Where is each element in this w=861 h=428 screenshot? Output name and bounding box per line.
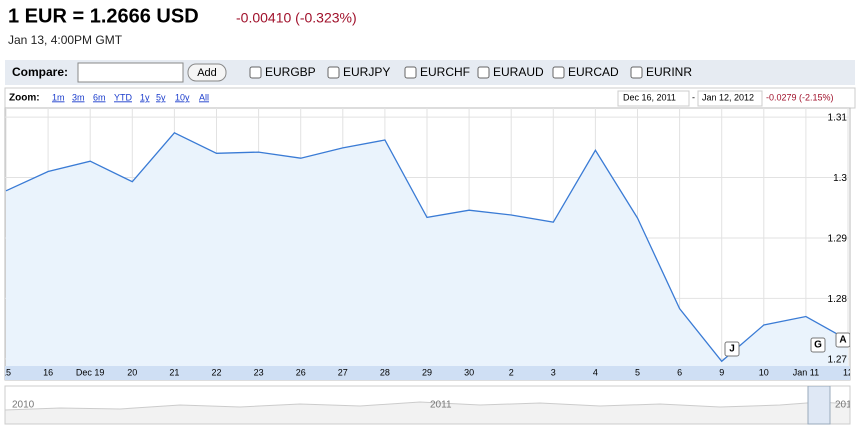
compare-option: EURAUD [493, 65, 544, 79]
zoom-link[interactable]: 3m [72, 92, 85, 102]
compare-option: EURCAD [568, 65, 619, 79]
quote-time: Jan 13, 4:00PM GMT [8, 33, 123, 47]
navigator-label: 2012 [835, 400, 858, 411]
compare-checkbox[interactable] [327, 66, 340, 79]
add-button[interactable] [187, 63, 227, 82]
zoom-link[interactable]: 5y [156, 92, 166, 102]
flag-label: G [814, 340, 822, 351]
x-tick-label: 5 [635, 367, 640, 377]
compare-option: EURCHF [420, 65, 470, 79]
zoom-link[interactable]: YTD [114, 92, 133, 102]
x-tick-label: 3 [551, 367, 556, 377]
flag[interactable] [835, 332, 850, 348]
compare-option: EURINR [646, 65, 692, 79]
compare-checkbox[interactable] [552, 66, 565, 79]
date-to[interactable] [697, 90, 763, 107]
zoom-link[interactable]: 10y [175, 92, 190, 102]
x-tick-label: Jan 11 [793, 367, 819, 377]
y-tick-label: 1.27 [828, 354, 848, 365]
date-from-text: Dec 16, 2011 [623, 92, 676, 102]
navigator-handle[interactable] [807, 386, 831, 425]
compare-checkbox[interactable] [249, 66, 262, 79]
line [5, 131, 849, 363]
quote: 1 EUR = 1.2666 USD [8, 5, 199, 27]
x-tick-label: 23 [254, 367, 264, 377]
flag-label: A [839, 335, 846, 346]
x-tick-label: 2 [509, 367, 514, 377]
y-tick-label: 1.28 [828, 294, 848, 305]
add-button-label: Add [197, 67, 217, 79]
x-tick-label: 4 [593, 367, 598, 377]
flag[interactable] [810, 337, 826, 353]
y-tick-label: 1.31 [828, 113, 848, 124]
compare-option: EURGBP [265, 65, 316, 79]
x-tick-label: 29 [422, 367, 432, 377]
compare-checkbox[interactable] [477, 66, 490, 79]
zoom-label: Zoom: [9, 93, 40, 104]
x-tick-label: 9 [719, 367, 724, 377]
x-tick-label: 20 [127, 367, 137, 377]
date-separator: - [692, 92, 695, 102]
zoom-link[interactable]: All [199, 92, 209, 102]
date-from[interactable] [617, 90, 690, 107]
x-tick-label: Dec 19 [76, 367, 105, 377]
navigator-label: 2011 [430, 400, 452, 411]
zoom-link[interactable]: 1y [140, 92, 150, 102]
navigator-area [5, 401, 850, 425]
compare-checkbox[interactable] [630, 66, 643, 79]
quote-change: -0.00410 (-0.323%) [236, 10, 357, 26]
date-to-text: Jan 12, 2012 [702, 92, 754, 102]
x-tick-label: 26 [296, 367, 306, 377]
x-tick-label: 16 [43, 367, 53, 377]
y-tick-label: 1.3 [833, 173, 847, 184]
compare-checkbox[interactable] [404, 66, 417, 79]
zoom-link[interactable]: 6m [93, 92, 106, 102]
y-tick-label: 1.29 [828, 234, 848, 245]
x-tick-label: 10 [759, 367, 769, 377]
flag[interactable] [724, 341, 740, 357]
x-tick-label: 27 [338, 367, 348, 377]
compare-option: EURJPY [343, 65, 390, 79]
navigator-label: 2010 [12, 400, 35, 411]
flag-label: J [729, 344, 735, 355]
x-tick-label: 12 [843, 367, 853, 377]
compare-label: Compare: [12, 65, 68, 79]
area [6, 132, 848, 380]
range-change: -0.0279 (-2.15%) [766, 92, 834, 102]
zoom-link[interactable]: 1m [52, 92, 65, 102]
x-tick-label: 21 [169, 367, 179, 377]
x-tick-label: 28 [380, 367, 390, 377]
x-tick-label: 30 [464, 367, 474, 377]
x-axis-strip [5, 366, 850, 380]
x-tick-label: 6 [677, 367, 682, 377]
x-tick-label: 22 [211, 367, 221, 377]
compare-input[interactable] [77, 62, 184, 83]
x-tick-label: 15 [1, 367, 11, 377]
